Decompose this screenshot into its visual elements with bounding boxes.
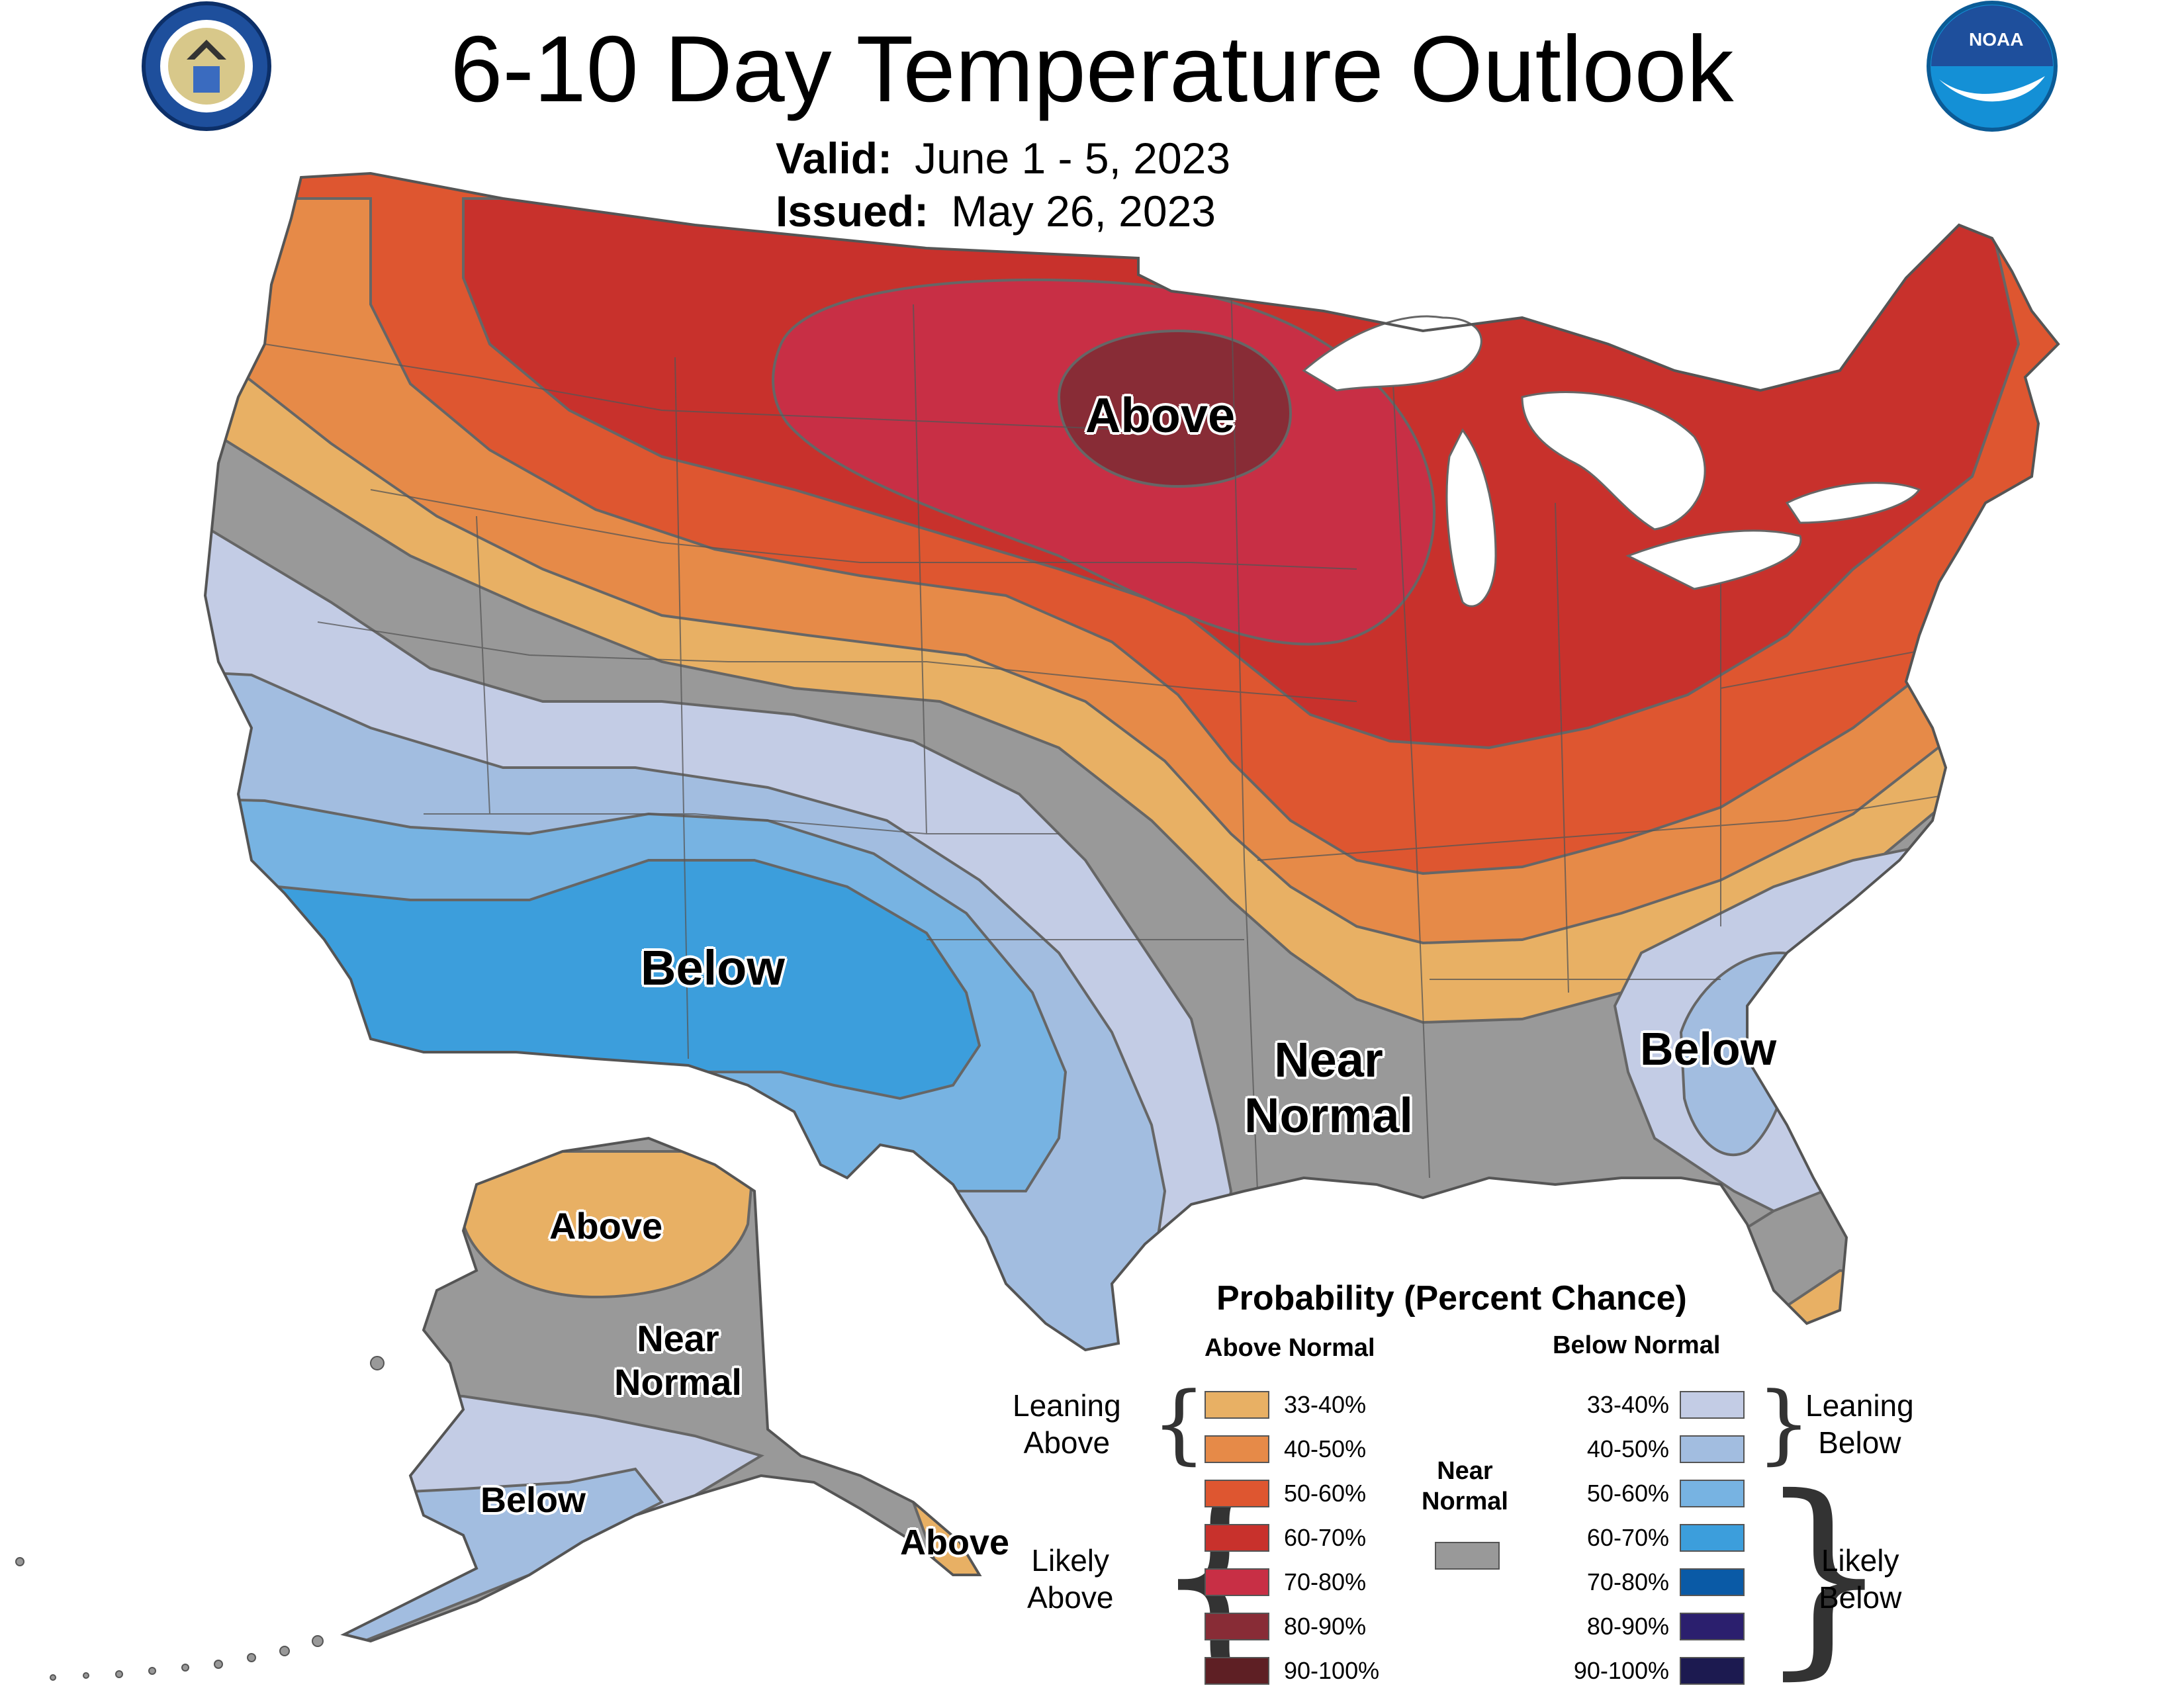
great-lakes	[1302, 315, 1921, 607]
legend-label-above-6: 90-100%	[1284, 1657, 1380, 1684]
legend-title: Probability (Percent Chance)	[1216, 1279, 1687, 1318]
legend-label-below-6: 90-100%	[1573, 1657, 1669, 1684]
legend-near-line2: Normal	[1422, 1488, 1508, 1515]
legend-swatch-above-0	[1205, 1391, 1269, 1419]
legend-label-above-5: 80-90%	[1284, 1613, 1367, 1640]
legend-label-below-0: 33-40%	[1586, 1391, 1669, 1418]
legend-leaning-below: Leaning Below	[1805, 1387, 1914, 1461]
legend-swatch-near-normal	[1435, 1542, 1500, 1570]
legend-below-heading: Below Normal	[1553, 1331, 1721, 1359]
legend-swatch-below-0	[1680, 1391, 1745, 1419]
legend-leaning-above-line2: Above	[1023, 1425, 1111, 1460]
issued-value: May 26, 2023	[951, 187, 1216, 236]
map-label-conus-below-east: Below	[1640, 1023, 1777, 1075]
legend-label-below-4: 70-80%	[1586, 1568, 1669, 1595]
map-label-ak-near-line1: Near	[637, 1318, 719, 1359]
legend-leaning-above-line1: Leaning	[1013, 1388, 1121, 1423]
legend-label-below-3: 60-70%	[1586, 1524, 1669, 1551]
legend-near-normal-heading: Near Normal	[1422, 1456, 1508, 1517]
legend-swatch-below-6	[1680, 1657, 1745, 1685]
legend-swatch-above-6	[1205, 1657, 1269, 1685]
right-logo-label: NOAA	[1969, 29, 2024, 50]
valid-date-line: Valid: June 1 - 5, 2023	[776, 132, 1230, 184]
legend-swatch-below-4	[1680, 1568, 1745, 1596]
legend-label-above-2: 50-60%	[1284, 1480, 1367, 1507]
legend-leaning-below-line2: Below	[1818, 1425, 1901, 1460]
legend-above-heading: Above Normal	[1205, 1334, 1375, 1362]
legend-leaning-above: Leaning Above	[1013, 1387, 1121, 1461]
map-label-conus-near-normal: Near Normal	[1244, 1032, 1413, 1143]
valid-label: Valid:	[776, 134, 893, 183]
issued-date-line: Issued: May 26, 2023	[776, 185, 1216, 237]
map-label-conus-below-west: Below	[641, 940, 785, 995]
legend-swatch-above-4	[1205, 1568, 1269, 1596]
ak-band-above	[462, 1150, 756, 1299]
map-label-ak-near-line2: Normal	[614, 1361, 742, 1403]
legend-likely-above: Likely Above	[1027, 1542, 1113, 1616]
legend-label-below-5: 80-90%	[1586, 1613, 1669, 1640]
legend-label-below-2: 50-60%	[1586, 1480, 1669, 1507]
legend-swatch-above-1	[1205, 1435, 1269, 1463]
map-label-conus-near-line1: Near	[1274, 1032, 1383, 1087]
commerce-seal	[142, 1, 271, 131]
conus-outline	[203, 171, 2060, 1352]
legend-likely-below: Likely Below	[1819, 1542, 1901, 1616]
legend-swatch-above-3	[1205, 1524, 1269, 1552]
noaa-logo	[1927, 1, 2058, 132]
legend-swatch-below-2	[1680, 1480, 1745, 1507]
aleutian-islands	[15, 1356, 385, 1681]
legend-label-above-3: 60-70%	[1284, 1524, 1367, 1551]
state-boundaries	[264, 277, 1953, 1192]
issued-label: Issued:	[776, 187, 929, 236]
legend-swatch-below-3	[1680, 1524, 1745, 1552]
legend-swatch-above-2	[1205, 1480, 1269, 1507]
alaska-outline	[340, 1136, 982, 1643]
legend-likely-above-line1: Likely	[1031, 1543, 1110, 1578]
map-label-ak-near-normal: Near Normal	[614, 1317, 742, 1404]
valid-value: June 1 - 5, 2023	[915, 134, 1231, 183]
legend-likely-below-line1: Likely	[1821, 1543, 1899, 1578]
map-label-ak-panhandle-above: Above	[900, 1523, 1010, 1562]
page-title: 6-10 Day Temperature Outlook	[450, 17, 1734, 122]
legend-swatch-above-5	[1205, 1613, 1269, 1640]
legend-label-above-0: 33-40%	[1284, 1391, 1367, 1418]
legend-likely-above-line2: Above	[1027, 1580, 1114, 1615]
legend-likely-below-line2: Below	[1819, 1580, 1902, 1615]
map-label-conus-above: Above	[1085, 388, 1236, 443]
legend-brace-leaning-above: {	[1152, 1373, 1206, 1474]
legend-label-above-1: 40-50%	[1284, 1435, 1367, 1462]
map-label-ak-below: Below	[480, 1480, 586, 1520]
map-label-conus-near-line2: Normal	[1244, 1088, 1413, 1143]
legend-label-above-4: 70-80%	[1284, 1568, 1367, 1595]
legend-label-below-1: 40-50%	[1586, 1435, 1669, 1462]
legend-swatch-below-1	[1680, 1435, 1745, 1463]
legend-leaning-below-line1: Leaning	[1805, 1388, 1914, 1423]
legend-swatch-below-5	[1680, 1613, 1745, 1640]
map-label-ak-above: Above	[549, 1205, 663, 1247]
legend-near-line1: Near	[1437, 1457, 1493, 1485]
